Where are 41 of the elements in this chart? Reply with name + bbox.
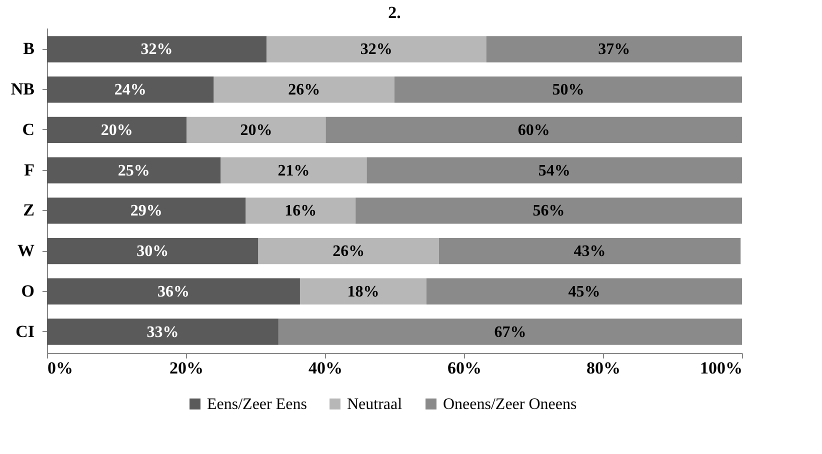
data-label: 26% xyxy=(288,82,320,99)
data-label: 54% xyxy=(538,162,570,180)
data-label: 36% xyxy=(157,283,190,300)
data-label: 24% xyxy=(114,82,146,99)
y-tick-label: Z xyxy=(23,200,34,220)
data-label: 30% xyxy=(136,243,169,260)
x-tick-label: 40% xyxy=(308,358,342,378)
chart-title: 2. xyxy=(388,3,401,22)
data-label: 60% xyxy=(518,122,550,139)
data-label: 37% xyxy=(598,41,630,58)
legend-label: Eens/Zeer Eens xyxy=(207,396,307,413)
data-label: 45% xyxy=(568,283,600,300)
x-tick-label: 80% xyxy=(586,358,620,378)
x-tick-label: 100% xyxy=(700,358,742,378)
data-label: 20% xyxy=(240,122,272,139)
data-label: 21% xyxy=(278,162,310,180)
data-label: 32% xyxy=(140,41,173,58)
data-label: 16% xyxy=(284,202,317,220)
x-tick-label: 20% xyxy=(170,358,204,378)
legend-label: Neutraal xyxy=(347,396,403,413)
y-tick-label: NB xyxy=(10,80,34,99)
data-label: 67% xyxy=(494,324,526,341)
data-label: 20% xyxy=(100,122,133,139)
data-label: 32% xyxy=(360,41,392,58)
x-tick-label: 0% xyxy=(48,358,73,378)
data-label: 26% xyxy=(332,243,365,260)
y-tick-label: W xyxy=(18,241,34,260)
data-label: 29% xyxy=(130,202,162,220)
data-label: 56% xyxy=(532,202,565,220)
data-label: 25% xyxy=(118,162,150,180)
y-tick-label: C xyxy=(22,120,34,139)
data-label: 50% xyxy=(552,82,584,99)
data-label: 33% xyxy=(146,324,179,341)
data-label: 43% xyxy=(574,243,606,260)
y-tick-label: CI xyxy=(16,322,35,341)
data-label: 18% xyxy=(347,283,380,300)
y-tick-label: B xyxy=(23,39,34,58)
y-tick-label: O xyxy=(21,281,34,300)
y-tick-label: F xyxy=(24,160,34,180)
x-tick-label: 60% xyxy=(448,358,482,378)
legend-label: Oneens/Zeer Oneens xyxy=(443,396,577,413)
